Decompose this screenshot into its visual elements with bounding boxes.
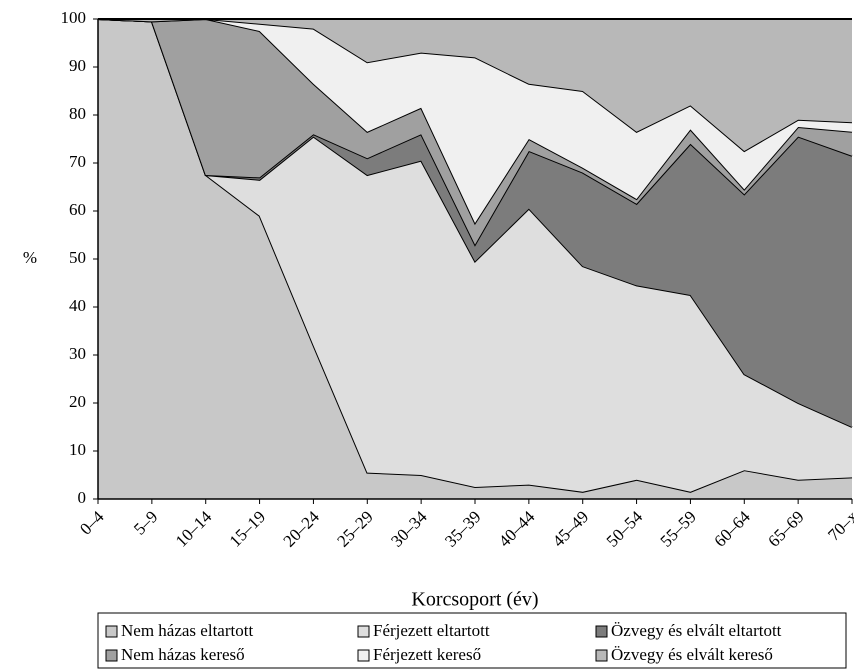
legend-label: Nem házas eltartott — [121, 621, 253, 640]
x-tick-label: 5–9 — [130, 507, 161, 538]
legend-label: Özvegy és elvált eltartott — [611, 621, 782, 640]
area — [98, 19, 852, 245]
x-tick-label: 70–x — [824, 507, 854, 545]
x-axis-label: Korcsoport (év) — [411, 589, 538, 611]
y-tick-label: 100 — [61, 8, 87, 27]
y-tick-label: 90 — [69, 56, 86, 75]
x-tick-label: 30–34 — [387, 507, 431, 551]
y-tick-label: 10 — [69, 440, 86, 459]
x-tick-label: 25–29 — [333, 507, 376, 550]
x-tick-label: 35–39 — [441, 507, 484, 550]
legend-label: Nem házas kereső — [121, 645, 245, 664]
legend-swatch — [357, 625, 370, 638]
legend-label: Férjezett eltartott — [373, 621, 490, 640]
legend-label: Férjezett kereső — [373, 645, 481, 664]
legend-swatch — [105, 625, 118, 638]
area — [98, 19, 852, 427]
y-tick-label: 50 — [69, 248, 86, 267]
area — [98, 19, 852, 223]
area — [98, 19, 852, 499]
legend-box — [97, 612, 847, 669]
y-tick-label: 30 — [69, 344, 86, 363]
area — [98, 19, 852, 492]
x-tick-label: 10–14 — [172, 507, 216, 551]
area — [98, 19, 852, 151]
y-tick-label: 0 — [78, 488, 87, 507]
x-tick-label: 50–54 — [603, 507, 647, 551]
legend-swatch — [105, 649, 118, 662]
x-tick-label: 20–24 — [280, 507, 324, 551]
x-tick-label: 40–44 — [495, 507, 539, 551]
y-tick-label: 80 — [69, 104, 86, 123]
y-tick-label: 40 — [69, 296, 86, 315]
x-tick-label: 45–49 — [549, 507, 592, 550]
x-tick-label: 65–69 — [764, 507, 807, 550]
y-axis-label: % — [23, 248, 37, 267]
x-tick-label: 0–4 — [76, 507, 108, 539]
y-tick-label: 20 — [69, 392, 86, 411]
y-tick-label: 60 — [69, 200, 86, 219]
legend-label: Özvegy és elvált kereső — [611, 645, 773, 664]
legend-swatch — [595, 649, 608, 662]
x-tick-label: 55–59 — [657, 507, 700, 550]
legend-swatch — [595, 625, 608, 638]
x-tick-label: 60–64 — [710, 507, 754, 551]
y-tick-label: 70 — [69, 152, 86, 171]
x-tick-label: 15–19 — [226, 507, 269, 550]
legend-swatch — [357, 649, 370, 662]
